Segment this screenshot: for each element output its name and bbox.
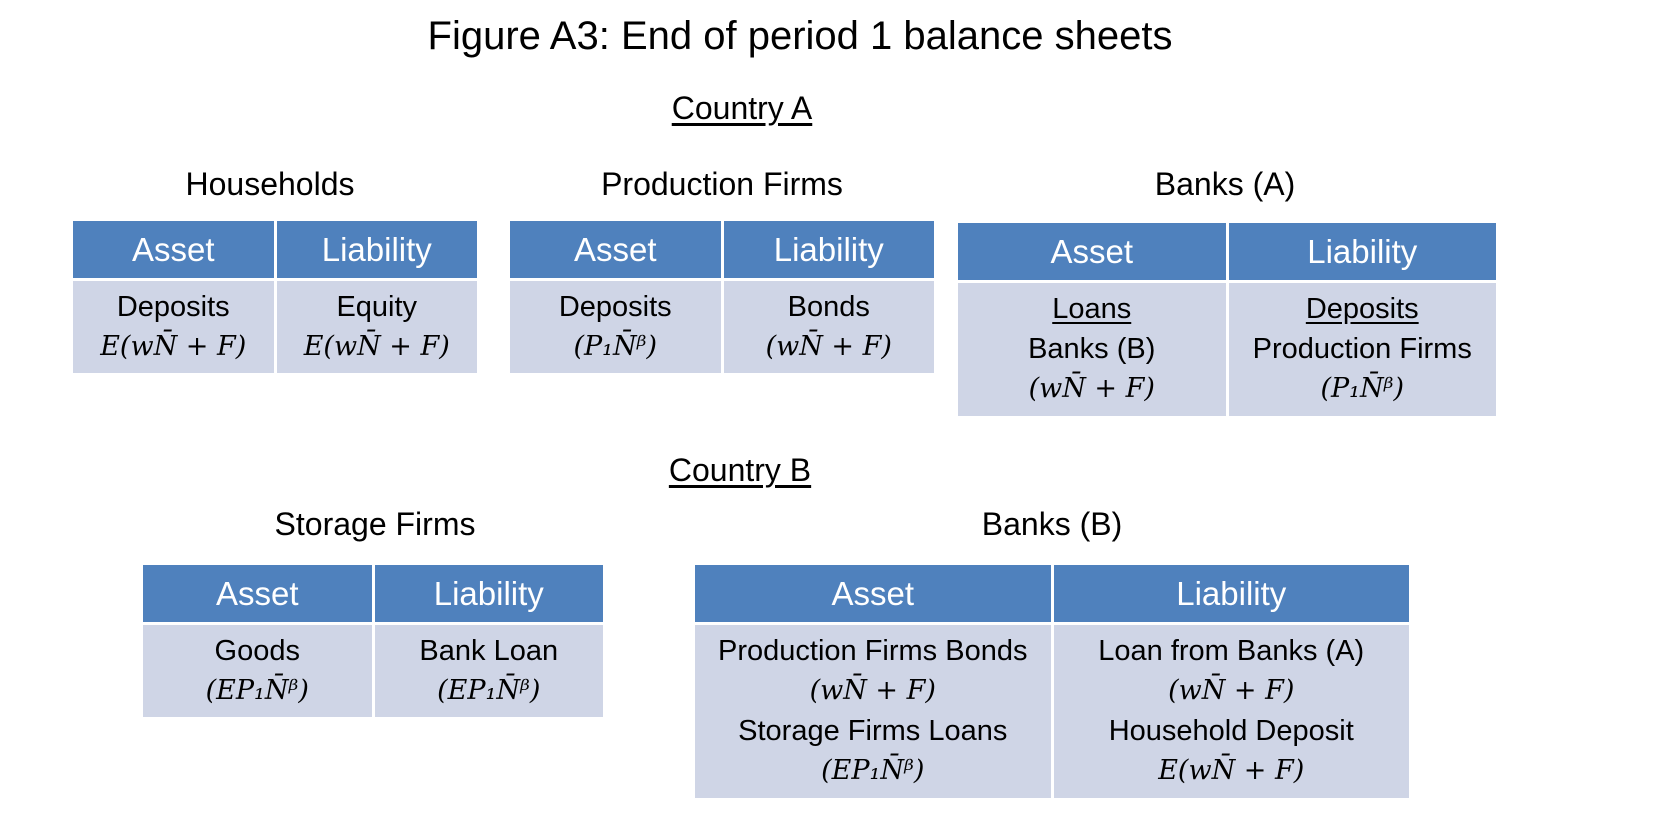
banks-b-liability-cell: Loan from Banks (A) (wN̄ + F) Household … xyxy=(1050,622,1412,801)
asset-label: Goods xyxy=(214,635,300,667)
asset-item-label: Storage Firms Loans xyxy=(738,715,1008,747)
country-a-heading: Country A xyxy=(671,90,813,126)
liability-item-formula: E(wN̄ + F) xyxy=(1158,755,1305,786)
liability-item-label: Loan from Banks (A) xyxy=(1098,635,1365,667)
liability-counterparty: Production Firms xyxy=(1252,333,1472,365)
production-firms-caption: Production Firms xyxy=(601,166,843,202)
households-balance-sheet: Asset Liability Deposits E(wN̄ + F) Equi… xyxy=(70,218,480,376)
asset-item-label: Production Firms Bonds xyxy=(718,635,1028,667)
production-firms-liability-cell: Bonds (wN̄ + F) xyxy=(720,278,937,376)
banks-b-liability-header: Liability xyxy=(1050,562,1412,625)
production-firms-liability-header: Liability xyxy=(720,218,937,281)
households-asset-header: Asset xyxy=(70,218,277,281)
liability-label: Bank Loan xyxy=(419,635,559,667)
banks-b-caption: Banks (B) xyxy=(981,506,1123,542)
storage-firms-asset-header: Asset xyxy=(140,562,375,625)
production-firms-asset-header: Asset xyxy=(507,218,724,281)
country-b-heading: Country B xyxy=(668,452,812,488)
liability-item-label: Household Deposit xyxy=(1108,715,1354,747)
asset-item-formula: (wN̄ + F) xyxy=(809,675,936,706)
figure-title: Figure A3: End of period 1 balance sheet… xyxy=(427,14,1173,58)
households-asset-cell: Deposits E(wN̄ + F) xyxy=(70,278,277,376)
liability-formula: (P₁N̄ᵝ) xyxy=(1320,373,1404,404)
banks-a-asset-header: Asset xyxy=(955,220,1229,283)
households-caption: Households xyxy=(185,166,355,202)
asset-counterparty: Banks (B) xyxy=(1028,333,1156,365)
asset-formula: E(wN̄ + F) xyxy=(100,331,247,362)
liability-label: Bonds xyxy=(787,291,870,323)
asset-formula: (P₁N̄ᵝ) xyxy=(573,331,657,362)
liability-category-label: Deposits xyxy=(1305,293,1419,325)
storage-firms-liability-header: Liability xyxy=(371,562,606,625)
asset-label: Deposits xyxy=(558,291,672,323)
households-liability-header: Liability xyxy=(273,218,480,281)
asset-label: Deposits xyxy=(116,291,230,323)
liability-formula: (EP₁N̄ᵝ) xyxy=(437,675,541,706)
asset-formula: (wN̄ + F) xyxy=(1028,373,1155,404)
banks-a-liability-header: Liability xyxy=(1225,220,1499,283)
asset-category-label: Loans xyxy=(1052,293,1132,325)
asset-item-formula: (EP₁N̄ᵝ) xyxy=(821,755,925,786)
liability-formula: (wN̄ + F) xyxy=(765,331,892,362)
banks-a-asset-cell: Loans Banks (B) (wN̄ + F) xyxy=(955,280,1229,419)
banks-b-balance-sheet: Asset Liability Production Firms Bonds (… xyxy=(692,562,1412,801)
banks-a-balance-sheet: Asset Liability Loans Banks (B) (wN̄ + F… xyxy=(955,220,1499,419)
banks-a-liability-cell: Deposits Production Firms (P₁N̄ᵝ) xyxy=(1225,280,1499,419)
liability-label: Equity xyxy=(336,291,418,323)
asset-formula: (EP₁N̄ᵝ) xyxy=(205,675,309,706)
storage-firms-asset-cell: Goods (EP₁N̄ᵝ) xyxy=(140,622,375,720)
liability-item-formula: (wN̄ + F) xyxy=(1168,675,1295,706)
banks-b-asset-cell: Production Firms Bonds (wN̄ + F) Storage… xyxy=(692,622,1054,801)
storage-firms-liability-cell: Bank Loan (EP₁N̄ᵝ) xyxy=(371,622,606,720)
banks-a-caption: Banks (A) xyxy=(1154,166,1296,202)
production-firms-balance-sheet: Asset Liability Deposits (P₁N̄ᵝ) Bonds (… xyxy=(507,218,937,376)
households-liability-cell: Equity E(wN̄ + F) xyxy=(273,278,480,376)
liability-formula: E(wN̄ + F) xyxy=(303,331,450,362)
production-firms-asset-cell: Deposits (P₁N̄ᵝ) xyxy=(507,278,724,376)
storage-firms-caption: Storage Firms xyxy=(274,506,476,542)
banks-b-asset-header: Asset xyxy=(692,562,1054,625)
storage-firms-balance-sheet: Asset Liability Goods (EP₁N̄ᵝ) Bank Loan… xyxy=(140,562,606,720)
